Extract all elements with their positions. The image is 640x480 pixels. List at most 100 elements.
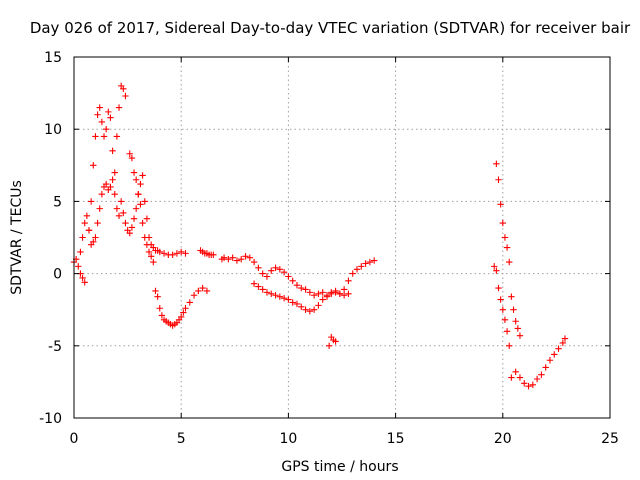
data-point — [525, 383, 532, 390]
data-point — [349, 270, 356, 277]
data-point — [276, 266, 284, 273]
data-point — [285, 273, 292, 280]
series-arc-b — [77, 172, 189, 259]
data-point — [491, 263, 498, 270]
data-point — [306, 307, 314, 315]
data-point — [272, 264, 279, 272]
data-points — [70, 82, 569, 390]
data-point — [152, 287, 159, 295]
data-point — [120, 209, 127, 217]
data-point — [92, 133, 99, 140]
axis-ticks: 0 5 10 15 20 25 -10 -5 0 5 10 15 — [39, 50, 619, 447]
data-point — [506, 258, 513, 266]
data-point — [156, 305, 163, 312]
data-point — [340, 286, 348, 293]
data-point — [538, 371, 545, 378]
data-point — [561, 335, 569, 342]
data-point — [90, 238, 97, 246]
data-point — [90, 162, 97, 169]
plot-frame — [73, 56, 611, 419]
data-point — [77, 248, 84, 256]
data-point — [293, 300, 301, 308]
series-arc-d — [126, 150, 157, 266]
data-point — [160, 250, 168, 257]
series-arc-a — [70, 255, 88, 286]
data-point — [96, 104, 103, 111]
data-point — [546, 357, 554, 364]
data-point — [154, 293, 161, 300]
data-point — [182, 305, 189, 312]
data-point — [310, 306, 318, 313]
data-point — [100, 133, 108, 140]
data-point — [111, 190, 118, 198]
series-arc-j — [493, 160, 513, 266]
data-point — [126, 150, 133, 157]
data-point — [521, 380, 528, 387]
data-point — [280, 294, 288, 302]
data-point — [102, 180, 110, 188]
data-point — [156, 248, 163, 256]
data-point — [512, 318, 519, 325]
data-point — [130, 215, 138, 222]
chart-title: Day 026 of 2017, Sidereal Day-to-day VTE… — [30, 19, 631, 37]
data-point — [495, 284, 502, 292]
data-point — [259, 270, 266, 277]
data-point — [516, 374, 524, 381]
data-point — [501, 316, 509, 324]
data-point — [289, 299, 296, 306]
y-tick-label: 10 — [44, 122, 62, 138]
data-point — [497, 201, 504, 208]
data-point — [145, 248, 153, 256]
data-point — [336, 290, 344, 298]
data-point — [495, 176, 502, 183]
data-point — [233, 257, 241, 264]
data-point — [353, 266, 361, 273]
data-point — [186, 299, 193, 306]
data-point — [332, 287, 339, 295]
data-point — [306, 289, 314, 296]
data-point — [98, 118, 106, 126]
y-tick-label: 15 — [44, 50, 62, 66]
data-point — [345, 290, 352, 298]
data-point — [238, 255, 245, 263]
data-point — [280, 268, 288, 276]
data-point — [559, 339, 567, 347]
data-point — [96, 205, 103, 212]
x-tick-label: 10 — [279, 431, 297, 447]
data-point — [190, 292, 198, 299]
data-point — [105, 108, 112, 116]
data-point — [75, 263, 82, 270]
data-point — [111, 169, 118, 176]
data-point — [102, 126, 110, 133]
data-point — [298, 284, 305, 292]
data-point — [555, 345, 562, 352]
data-point — [366, 258, 374, 266]
series-arc-h — [250, 280, 352, 315]
data-point — [81, 219, 88, 227]
data-point — [529, 381, 537, 388]
data-point — [182, 250, 189, 257]
data-point — [122, 92, 129, 100]
data-point — [141, 198, 148, 205]
data-point — [147, 253, 155, 260]
data-point — [132, 176, 140, 183]
y-tick-label: 0 — [53, 267, 62, 283]
data-point — [128, 224, 136, 231]
data-point — [250, 258, 258, 266]
data-point — [533, 375, 541, 383]
series-arc-e — [152, 284, 211, 329]
data-point — [263, 273, 271, 280]
data-point — [242, 253, 249, 260]
data-point — [332, 338, 339, 345]
data-point — [325, 342, 333, 349]
data-point — [551, 351, 558, 358]
data-point — [362, 260, 369, 267]
data-point — [289, 277, 296, 285]
data-point — [302, 306, 309, 313]
data-point — [139, 219, 146, 227]
data-point — [113, 205, 121, 212]
data-point — [203, 287, 211, 295]
data-point — [132, 205, 140, 212]
data-point — [328, 289, 335, 296]
